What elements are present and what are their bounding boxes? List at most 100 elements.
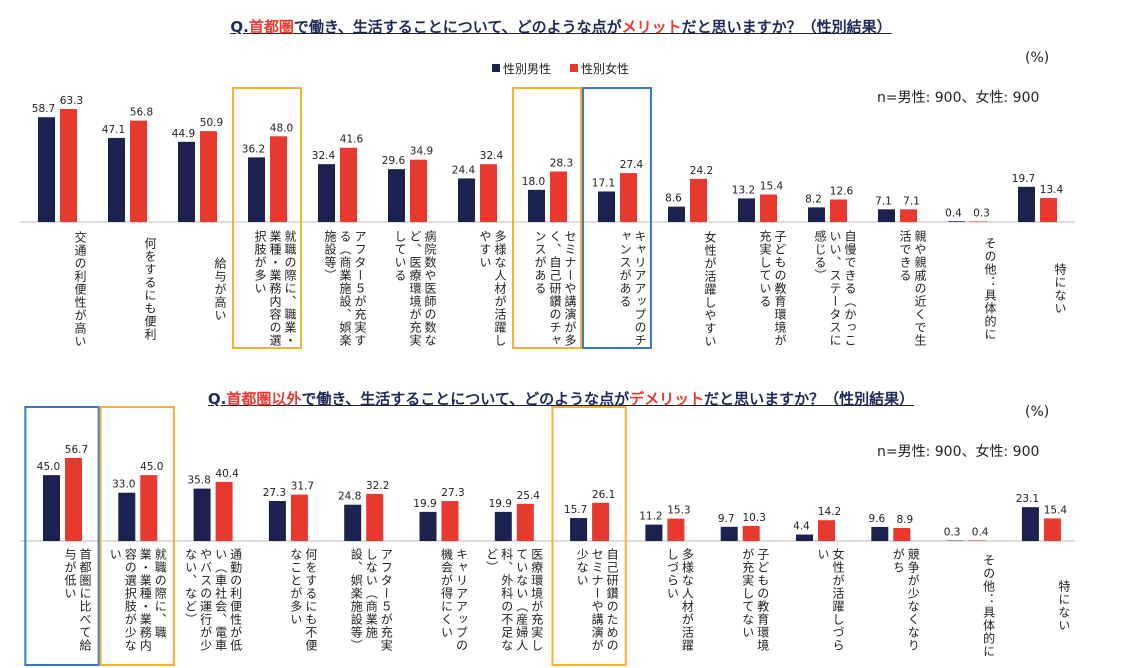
value-label: 27.3: [441, 487, 464, 499]
value-label: 19.9: [413, 498, 436, 510]
value-label: 33.0: [112, 479, 135, 491]
bar: [290, 494, 308, 541]
value-label: 9.6: [868, 513, 885, 525]
value-label: 8.2: [805, 193, 822, 205]
title-part: だと思いますか？（性別結果）: [704, 390, 915, 408]
title-part: Q.: [207, 390, 227, 408]
bar: [871, 526, 889, 541]
bar: [38, 117, 55, 222]
bar: [60, 109, 77, 222]
title-part: で働き、生活することについて、どのような点が: [293, 18, 622, 36]
bar: [948, 221, 965, 222]
value-label: 7.1: [903, 195, 920, 207]
value-label: 32.4: [480, 150, 504, 162]
bar: [742, 525, 760, 541]
bar: [668, 206, 685, 222]
bar: [570, 518, 588, 541]
value-label: 14.2: [818, 506, 841, 518]
bar: [318, 164, 335, 222]
value-label: 32.4: [312, 150, 336, 162]
category-label: 就職の際に、職業・業種・業務内容の選択肢が多い: [253, 230, 297, 347]
bar: [65, 458, 82, 541]
bar: [118, 492, 136, 541]
value-label: 27.4: [620, 159, 644, 171]
title-part: 首都圏: [248, 18, 294, 36]
bar: [441, 501, 459, 541]
value-label: 34.9: [410, 146, 433, 158]
bar: [458, 178, 475, 222]
category-label: セミナーや講演が多く、自己研鑽のチャンスがある: [533, 230, 577, 347]
value-label: 8.6: [665, 193, 682, 205]
value-label: 24.8: [338, 491, 361, 503]
bar: [248, 157, 265, 222]
category-label: 給与が高い: [213, 256, 227, 322]
value-label: 0.4: [972, 526, 989, 538]
unit-label: (%): [1025, 50, 1050, 66]
value-label: 23.1: [1016, 493, 1039, 505]
highlight-box: [512, 87, 582, 349]
value-label: 11.2: [639, 511, 662, 523]
bar: [1040, 198, 1057, 222]
legend-swatch: [570, 64, 578, 72]
bar: [760, 194, 777, 222]
bar: [140, 475, 158, 541]
value-label: 44.9: [172, 128, 195, 140]
bar: [808, 207, 825, 222]
bar: [366, 493, 384, 541]
highlight-box: [232, 87, 302, 349]
value-label: 18.0: [522, 176, 545, 188]
highlight-box: [99, 406, 175, 666]
category-label: 首都圏に比べて給与が低い: [63, 548, 92, 652]
bar: [970, 221, 987, 222]
title-part: だと思いますか？（性別結果）: [681, 18, 892, 36]
value-label: 36.2: [242, 143, 265, 155]
value-label: 8.9: [896, 514, 913, 526]
value-label: 0.4: [945, 207, 962, 219]
category-label: 特にない: [1053, 263, 1067, 315]
category-label: その他：具体的に: [983, 237, 997, 341]
category-label: その他：具体的に: [981, 554, 996, 658]
value-label: 10.3: [743, 512, 766, 524]
legend-label: 性別男性: [503, 62, 552, 76]
bar: [598, 191, 615, 222]
value-label: 15.7: [564, 504, 587, 516]
bar: [738, 198, 755, 222]
category-label: キャリアアップの機会が得にくい: [439, 548, 469, 652]
value-label: 0.3: [973, 207, 990, 219]
value-label: 7.1: [875, 195, 892, 207]
value-label: 28.3: [550, 157, 573, 169]
value-label: 56.7: [65, 444, 88, 456]
title-part: デメリット: [629, 390, 705, 408]
bar: [690, 178, 707, 222]
bar: [720, 526, 738, 541]
value-label: 58.7: [32, 103, 55, 115]
category-label: 医療環境が充実していない（産婦人科、外科の不足など）: [484, 548, 544, 652]
bar: [968, 540, 986, 541]
bar: [130, 120, 147, 222]
value-label: 4.4: [793, 521, 810, 533]
value-label: 56.8: [130, 107, 153, 119]
legend-label: 性別女性: [581, 62, 630, 76]
value-label: 47.1: [102, 124, 125, 136]
value-label: 41.6: [340, 134, 364, 146]
value-label: 17.1: [592, 177, 615, 189]
category-label: 女性が活躍しづらい: [816, 548, 845, 652]
bar: [550, 171, 567, 222]
category-label: 特にない: [1056, 580, 1071, 632]
bar: [419, 511, 437, 541]
category-label: 何をするにも便利: [143, 237, 157, 341]
bar: [388, 169, 405, 222]
category-label: 多様な人材が活躍しづらい: [665, 548, 695, 652]
value-label: 45.0: [140, 461, 163, 473]
value-label: 26.1: [592, 489, 615, 501]
value-label: 15.3: [667, 505, 690, 517]
chart-title: Q.首都圏で働き、生活することについて、どのような点がメリットだと思いますか？（…: [230, 16, 891, 37]
bar: [1043, 518, 1061, 541]
bar: [480, 164, 497, 222]
bar: [200, 131, 217, 222]
bar: [43, 475, 60, 541]
unit-label: (%): [1025, 404, 1050, 420]
value-label: 31.7: [291, 481, 314, 493]
